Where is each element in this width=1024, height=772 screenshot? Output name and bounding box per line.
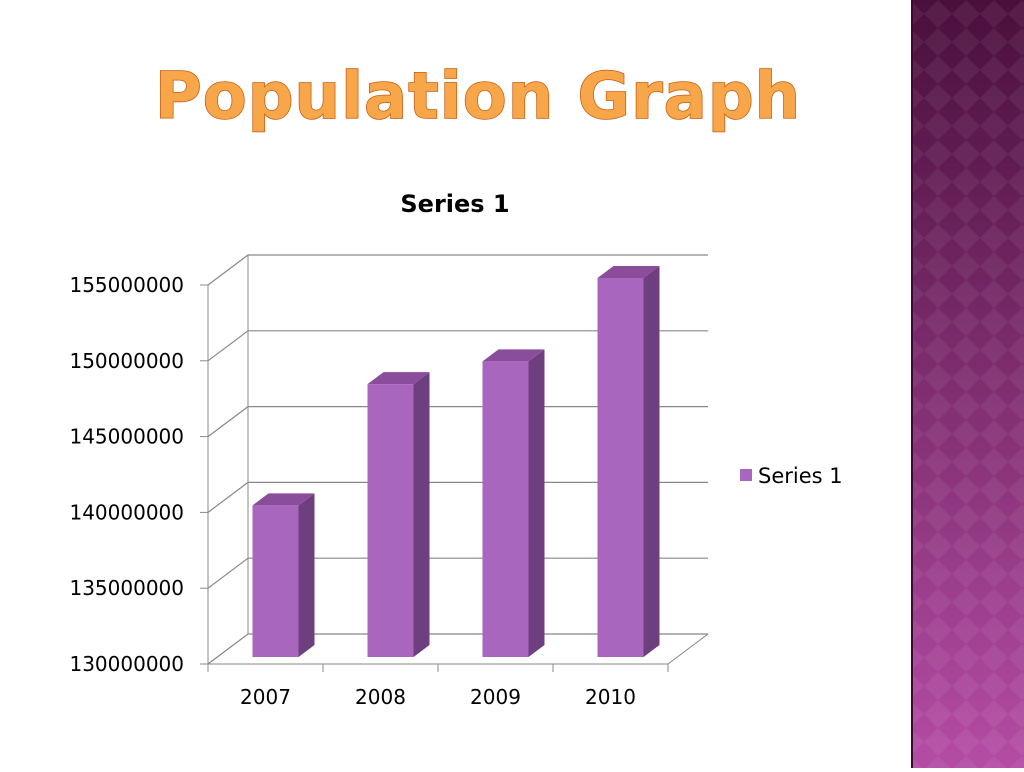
chart-title: Series 1 [400, 190, 509, 218]
bar-side [413, 372, 430, 657]
grid-line [207, 633, 708, 665]
grid-line [207, 330, 708, 362]
grid-line [207, 481, 708, 513]
x-tick-label: 2009 [470, 685, 521, 709]
bar-top [252, 493, 315, 506]
grid-line [207, 254, 708, 286]
grid-line [207, 406, 708, 438]
bar [482, 361, 529, 657]
side-pattern [912, 0, 1024, 768]
y-tick-label: 135000000 [69, 576, 184, 600]
bar-side [643, 266, 660, 657]
y-tick-label: 155000000 [69, 273, 184, 297]
legend-label: Series 1 [758, 464, 843, 488]
legend-swatch [740, 469, 752, 481]
y-tick-label: 140000000 [69, 500, 184, 524]
grid-line [207, 557, 708, 589]
x-tick-label: 2010 [585, 685, 636, 709]
bar-side [298, 493, 315, 657]
slide-title: Population Graph [155, 60, 801, 134]
bar [252, 505, 299, 657]
bar-top [482, 349, 545, 362]
y-tick-label: 145000000 [69, 425, 184, 449]
bar [367, 384, 414, 657]
x-tick-label: 2007 [240, 685, 291, 709]
x-tick-label: 2008 [355, 685, 406, 709]
y-tick-label: 130000000 [69, 652, 184, 676]
bar-side [528, 349, 545, 657]
bar-top [597, 266, 660, 278]
bar [597, 278, 644, 657]
y-tick-label: 150000000 [69, 349, 184, 373]
bar-top [367, 372, 430, 385]
